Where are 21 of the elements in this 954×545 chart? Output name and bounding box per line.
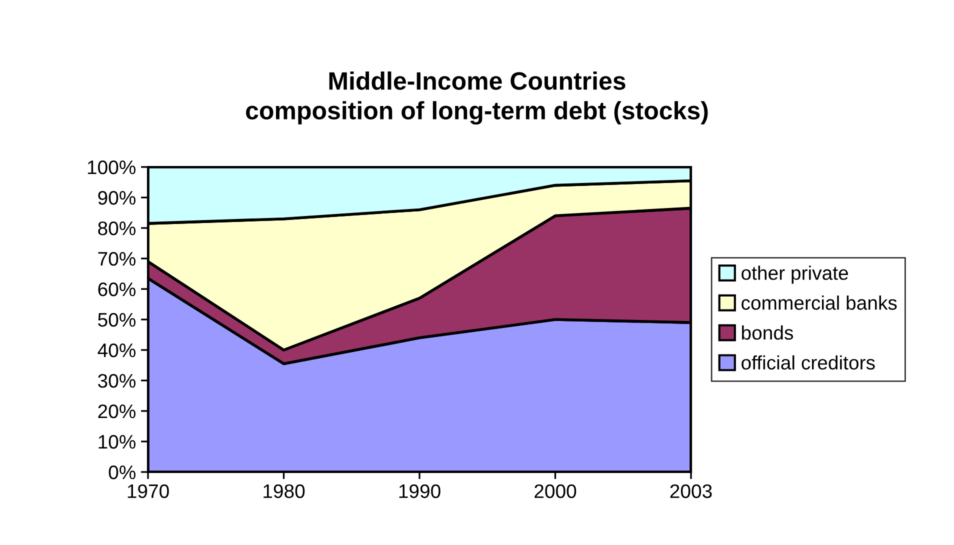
x-tick-label: 1990	[399, 484, 440, 498]
legend-label: other private	[742, 266, 848, 284]
y-tick-label: 30%	[98, 374, 136, 388]
x-tick-label: 1980	[264, 484, 305, 498]
x-tick-label: 1970	[128, 484, 169, 498]
x-tick-label: 2003	[670, 484, 712, 498]
chart-title: Middle-Income Countries composition of long-term debt (stocks)	[246, 71, 708, 125]
legend-label: bonds	[742, 325, 794, 340]
x-tick-label: 2000	[534, 484, 576, 498]
y-tick-label: 100%	[88, 160, 136, 174]
y-tick-label: 0%	[108, 465, 136, 480]
y-tick-label: 70%	[98, 252, 136, 266]
y-tick-label: 20%	[98, 404, 136, 418]
legend-label: commercial banks	[742, 296, 897, 310]
legend-label: official creditors	[742, 355, 875, 370]
y-tick-label: 60%	[98, 282, 136, 296]
y-tick-label: 90%	[98, 190, 136, 205]
y-tick-label: 40%	[98, 343, 136, 358]
y-tick-label: 10%	[98, 434, 136, 449]
y-tick-label: 50%	[98, 312, 136, 327]
y-tick-label: 80%	[98, 221, 136, 236]
